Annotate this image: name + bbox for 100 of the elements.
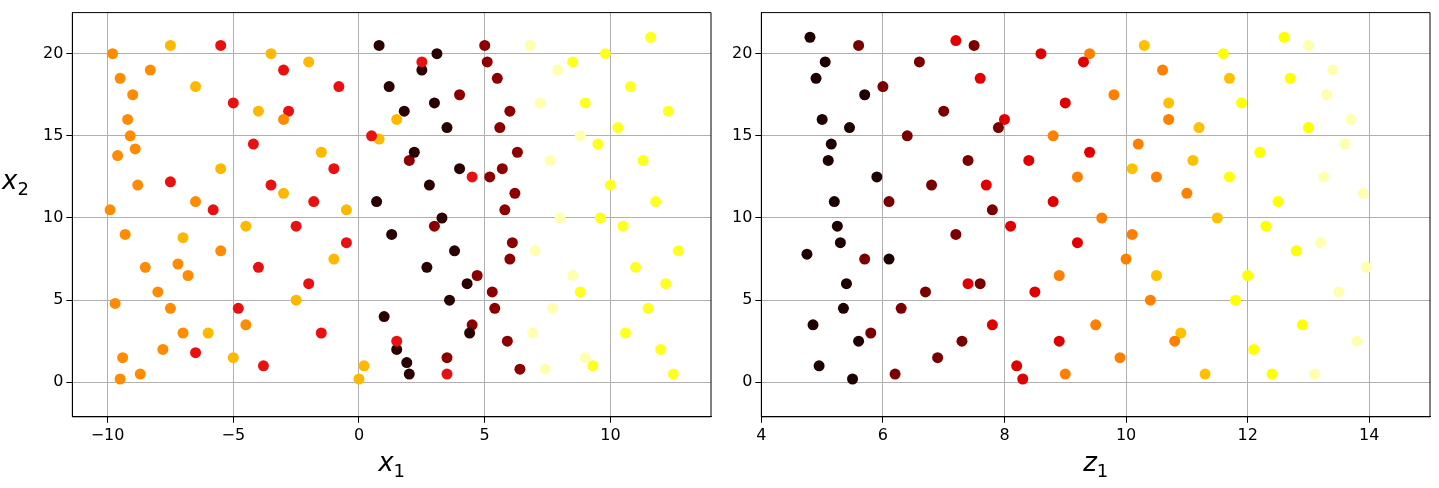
point	[303, 278, 315, 290]
point	[501, 335, 513, 347]
point	[999, 113, 1010, 125]
point	[889, 368, 901, 380]
point	[122, 113, 134, 125]
point	[1351, 335, 1363, 347]
point	[625, 81, 637, 93]
point	[574, 130, 586, 142]
point	[358, 360, 370, 372]
point	[421, 261, 433, 273]
point	[1229, 294, 1241, 306]
point	[454, 89, 466, 101]
point	[484, 171, 496, 183]
point	[554, 212, 566, 224]
point	[529, 245, 541, 257]
point	[950, 35, 962, 47]
point	[278, 64, 290, 76]
point	[1236, 97, 1248, 109]
point	[831, 220, 843, 232]
x-tick-label: 8	[999, 424, 1010, 444]
point	[1163, 113, 1175, 125]
point	[308, 196, 320, 208]
point	[328, 253, 340, 265]
x-tick-label: 10	[1115, 424, 1137, 444]
point	[1132, 138, 1144, 150]
point	[464, 327, 476, 339]
point	[1071, 171, 1083, 183]
x-axis-title: x$_{1}$	[378, 446, 406, 481]
x-tick-label: 0	[353, 424, 365, 444]
point	[1315, 237, 1327, 249]
point	[431, 48, 443, 60]
point	[567, 56, 579, 68]
x-tick-label: 4	[756, 424, 767, 444]
point	[252, 105, 264, 117]
point	[594, 212, 606, 224]
point	[1278, 31, 1290, 43]
point	[1248, 343, 1260, 355]
point	[416, 56, 428, 68]
point	[883, 196, 895, 208]
point	[441, 368, 453, 380]
y-tick-label: 10	[732, 207, 753, 227]
y-tick-label: 20	[43, 42, 64, 62]
point	[449, 245, 461, 257]
point	[366, 130, 378, 142]
point	[1333, 286, 1345, 298]
point	[1266, 368, 1278, 380]
point	[642, 302, 654, 314]
point	[804, 31, 816, 43]
point	[816, 113, 828, 125]
x-tick-label: −10	[90, 424, 125, 444]
point	[913, 56, 925, 68]
point	[441, 352, 453, 364]
point	[579, 97, 591, 109]
point	[938, 105, 950, 117]
point	[353, 373, 365, 385]
point	[1345, 113, 1357, 125]
point	[1005, 220, 1017, 232]
point	[504, 253, 516, 265]
point	[215, 39, 227, 51]
point	[645, 31, 657, 43]
point	[1017, 373, 1029, 385]
point	[828, 196, 840, 208]
point	[637, 154, 649, 166]
point	[1126, 163, 1138, 175]
point	[1023, 154, 1035, 166]
point	[859, 89, 871, 101]
point	[124, 130, 136, 142]
point	[290, 220, 302, 232]
point	[604, 179, 616, 191]
point	[1296, 319, 1308, 331]
point	[129, 143, 141, 155]
point	[877, 81, 889, 93]
point	[956, 335, 968, 347]
point	[315, 327, 327, 339]
point	[883, 253, 895, 265]
point	[1047, 130, 1059, 142]
point	[534, 97, 546, 109]
point	[486, 286, 498, 298]
point	[980, 179, 992, 191]
point	[524, 39, 536, 51]
point	[182, 269, 194, 281]
point	[383, 81, 395, 93]
point	[240, 319, 252, 331]
x-tick-label: −5	[221, 424, 246, 444]
point	[403, 368, 415, 380]
point	[1169, 335, 1181, 347]
point	[667, 368, 679, 380]
point	[207, 204, 219, 216]
point	[471, 269, 483, 281]
point	[107, 48, 119, 60]
point	[1260, 220, 1272, 232]
point	[950, 228, 962, 240]
y-tick-label: 5	[742, 289, 753, 309]
point	[974, 72, 986, 84]
point	[386, 228, 398, 240]
point	[1157, 64, 1169, 76]
point	[1339, 138, 1351, 150]
point	[612, 122, 624, 134]
point	[109, 297, 121, 309]
point	[112, 150, 124, 162]
